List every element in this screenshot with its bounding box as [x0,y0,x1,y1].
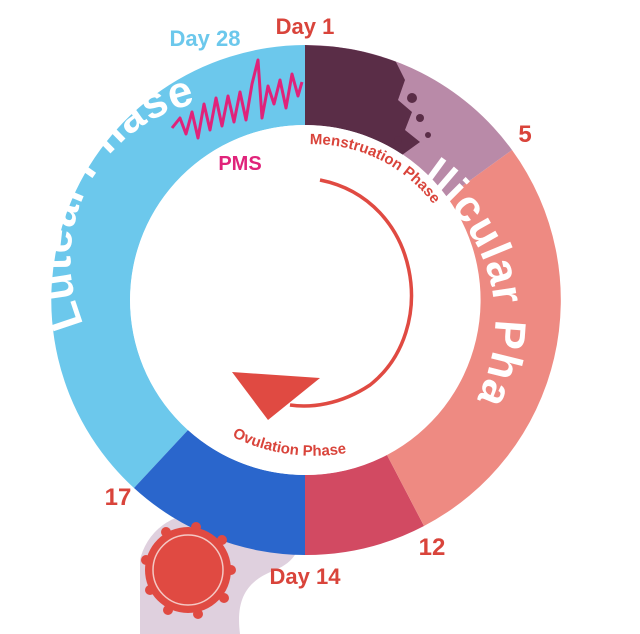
inner-circle [130,125,480,475]
pms-label: PMS [218,153,261,175]
ovulation-red-segment [305,455,424,556]
zigzag-wave-icon [170,58,304,140]
follicular-segment [387,150,561,526]
day-14-label: Day 14 [270,564,342,589]
day-28-label: Day 28 [170,26,241,51]
day-1-label: Day 1 [276,14,335,39]
day-12-label: 12 [419,534,446,561]
curved-arrow-icon [232,178,414,420]
ovulation-blue-segment [134,430,305,555]
luteal-segment [51,45,305,488]
day-5-label: 5 [518,121,531,148]
day-17-label: 17 [105,484,132,511]
egg-cell-icon [141,522,236,619]
cycle-ring [51,44,561,556]
